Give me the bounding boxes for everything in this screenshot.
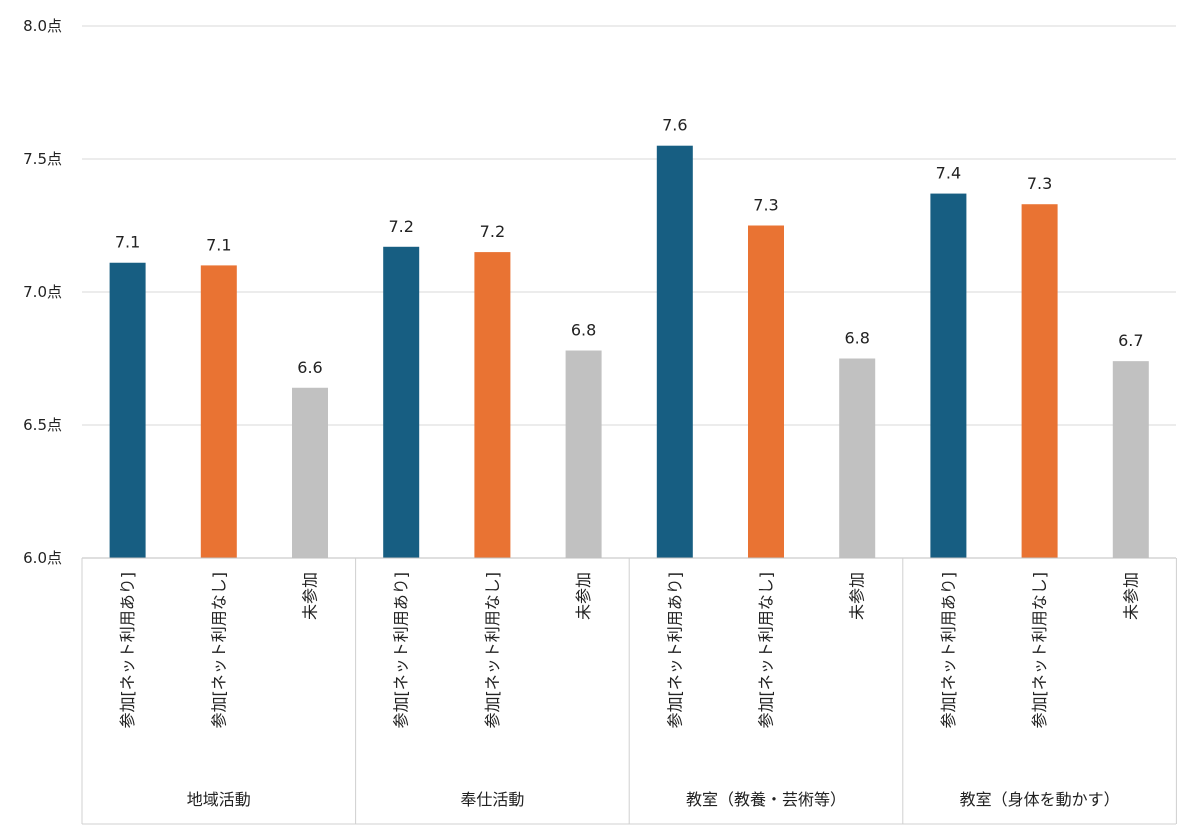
gridlines — [82, 25, 1176, 426]
category-label: 未参加 — [848, 572, 867, 620]
category-label: 参加[ネット利用なし] — [1030, 572, 1049, 729]
category-label: 未参加 — [301, 572, 320, 620]
bar — [930, 193, 967, 558]
category-label: 参加[ネット利用あり] — [118, 572, 137, 729]
bars — [109, 145, 1149, 558]
y-tick-label: 7.0点 — [23, 283, 62, 301]
group-label: 地域活動 — [187, 790, 251, 809]
bar — [656, 145, 693, 558]
bar — [474, 252, 511, 558]
bar — [565, 350, 602, 558]
bar — [1112, 361, 1149, 558]
category-label: 参加[ネット利用あり] — [939, 572, 958, 729]
bar — [292, 387, 328, 558]
data-label: 6.8 — [571, 321, 596, 340]
data-label: 6.7 — [1118, 331, 1143, 350]
data-label: 7.6 — [662, 116, 687, 135]
data-labels: 7.1 7.1 6.6 7.2 7.2 6.8 7.6 7.3 6.8 7.4 7.3 6.7 — [115, 116, 1144, 377]
data-label: 7.4 — [936, 164, 961, 183]
group-label: 奉仕活動 — [460, 790, 524, 809]
bar — [383, 246, 420, 558]
category-label: 参加[ネット利用なし] — [483, 572, 502, 729]
bar — [200, 265, 237, 558]
data-label: 7.2 — [388, 217, 413, 236]
bar — [839, 358, 876, 558]
y-tick-label: 8.0点 — [23, 17, 62, 35]
y-tick-label: 6.5点 — [23, 416, 62, 434]
bar — [109, 262, 146, 558]
category-label: 未参加 — [1121, 572, 1140, 620]
category-label: 参加[ネット利用あり] — [392, 572, 411, 729]
y-tick-label: 6.0点 — [23, 549, 62, 567]
category-label: 参加[ネット利用なし] — [757, 572, 776, 729]
data-label: 7.2 — [480, 222, 505, 241]
category-label: 参加[ネット利用あり] — [665, 572, 684, 729]
bar — [1021, 204, 1058, 558]
group-label: 教室（教養・芸術等） — [686, 790, 846, 809]
data-label: 7.1 — [115, 233, 140, 252]
y-tick-label: 7.5点 — [23, 150, 62, 168]
category-label: 未参加 — [574, 572, 593, 620]
category-label: 参加[ネット利用なし] — [209, 572, 228, 729]
data-label: 6.6 — [297, 358, 322, 377]
bar — [748, 225, 784, 558]
data-label: 6.8 — [844, 329, 869, 348]
data-label: 7.1 — [206, 235, 231, 254]
data-label: 7.3 — [753, 196, 778, 215]
group-label: 教室（身体を動かす） — [960, 790, 1120, 809]
data-label: 7.3 — [1027, 174, 1052, 193]
